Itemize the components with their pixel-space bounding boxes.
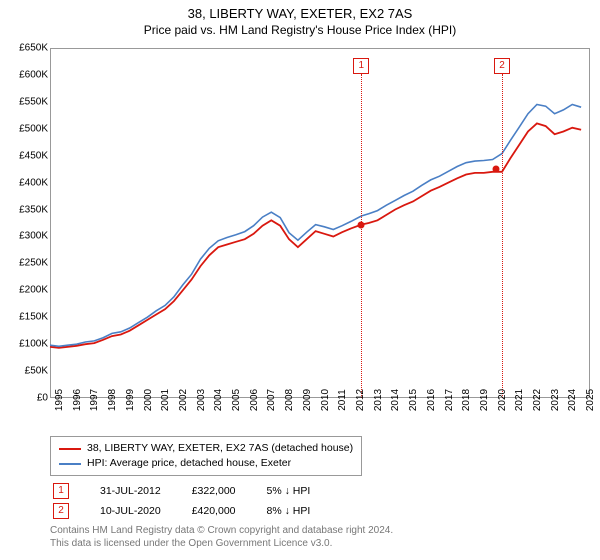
xtick-label: 2013 bbox=[373, 389, 384, 411]
event-vline bbox=[502, 74, 503, 398]
footer-line-1: Contains HM Land Registry data © Crown c… bbox=[50, 524, 393, 537]
chart-footer: Contains HM Land Registry data © Crown c… bbox=[50, 524, 393, 550]
xtick-label: 2012 bbox=[355, 389, 366, 411]
xtick-label: 2023 bbox=[550, 389, 561, 411]
event-date: 31-JUL-2012 bbox=[99, 482, 189, 500]
events-row: 2 10-JUL-2020 £420,000 8% ↓ HPI bbox=[52, 502, 338, 520]
xtick-label: 2005 bbox=[231, 389, 242, 411]
xtick-label: 2019 bbox=[479, 389, 490, 411]
xtick-label: 2020 bbox=[497, 389, 508, 411]
ytick-label: £400K bbox=[19, 177, 48, 188]
ytick-label: £100K bbox=[19, 339, 48, 350]
chart-legend: 38, LIBERTY WAY, EXETER, EX2 7AS (detach… bbox=[50, 436, 362, 476]
event-box: 2 bbox=[494, 58, 510, 74]
xtick-label: 2018 bbox=[461, 389, 472, 411]
event-delta: 5% ↓ HPI bbox=[266, 482, 339, 500]
ytick-label: £350K bbox=[19, 204, 48, 215]
xtick-label: 2017 bbox=[444, 389, 455, 411]
xtick-label: 2004 bbox=[213, 389, 224, 411]
legend-swatch bbox=[59, 448, 81, 450]
data-marker bbox=[493, 166, 500, 173]
ytick-label: £650K bbox=[19, 43, 48, 54]
xtick-label: 1998 bbox=[107, 389, 118, 411]
event-delta: 8% ↓ HPI bbox=[266, 502, 339, 520]
event-number-box: 2 bbox=[53, 503, 69, 519]
xtick-label: 2024 bbox=[567, 389, 578, 411]
xtick-label: 2007 bbox=[266, 389, 277, 411]
chart-lines-svg bbox=[50, 48, 590, 398]
legend-row: HPI: Average price, detached house, Exet… bbox=[59, 456, 353, 471]
event-number-box: 1 bbox=[53, 483, 69, 499]
xtick-label: 2010 bbox=[320, 389, 331, 411]
legend-row: 38, LIBERTY WAY, EXETER, EX2 7AS (detach… bbox=[59, 441, 353, 456]
xtick-label: 2021 bbox=[514, 389, 525, 411]
event-price: £322,000 bbox=[191, 482, 264, 500]
xtick-label: 1995 bbox=[54, 389, 65, 411]
xtick-label: 1997 bbox=[89, 389, 100, 411]
ytick-label: £600K bbox=[19, 69, 48, 80]
ytick-label: £250K bbox=[19, 258, 48, 269]
events-table: 1 31-JUL-2012 £322,000 5% ↓ HPI 2 10-JUL… bbox=[50, 480, 340, 522]
event-date: 10-JUL-2020 bbox=[99, 502, 189, 520]
xtick-label: 2011 bbox=[337, 389, 348, 411]
footer-line-2: This data is licensed under the Open Gov… bbox=[50, 537, 393, 550]
legend-swatch bbox=[59, 463, 81, 465]
event-price: £420,000 bbox=[191, 502, 264, 520]
chart-title: 38, LIBERTY WAY, EXETER, EX2 7AS bbox=[0, 0, 600, 21]
xtick-label: 2006 bbox=[249, 389, 260, 411]
ytick-label: £50K bbox=[25, 366, 48, 377]
xtick-label: 2015 bbox=[408, 389, 419, 411]
events-row: 1 31-JUL-2012 £322,000 5% ↓ HPI bbox=[52, 482, 338, 500]
xtick-label: 2008 bbox=[284, 389, 295, 411]
legend-label: HPI: Average price, detached house, Exet… bbox=[87, 456, 291, 471]
xtick-label: 1999 bbox=[125, 389, 136, 411]
ytick-label: £150K bbox=[19, 312, 48, 323]
xtick-label: 2002 bbox=[178, 389, 189, 411]
xtick-label: 2016 bbox=[426, 389, 437, 411]
xtick-label: 1996 bbox=[72, 389, 83, 411]
event-box: 1 bbox=[353, 58, 369, 74]
ytick-label: £300K bbox=[19, 231, 48, 242]
xtick-label: 2001 bbox=[160, 389, 171, 411]
xtick-label: 2003 bbox=[196, 389, 207, 411]
xtick-label: 2014 bbox=[390, 389, 401, 411]
chart-subtitle: Price paid vs. HM Land Registry's House … bbox=[0, 21, 600, 41]
legend-label: 38, LIBERTY WAY, EXETER, EX2 7AS (detach… bbox=[87, 441, 353, 456]
ytick-label: £0 bbox=[37, 393, 48, 404]
xtick-label: 2025 bbox=[585, 389, 596, 411]
ytick-label: £500K bbox=[19, 123, 48, 134]
event-vline bbox=[361, 74, 362, 398]
xtick-label: 2022 bbox=[532, 389, 543, 411]
ytick-label: £200K bbox=[19, 285, 48, 296]
xtick-label: 2000 bbox=[143, 389, 154, 411]
xtick-label: 2009 bbox=[302, 389, 313, 411]
ytick-label: £550K bbox=[19, 96, 48, 107]
ytick-label: £450K bbox=[19, 150, 48, 161]
